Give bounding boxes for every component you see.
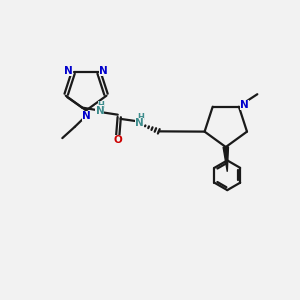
Text: N: N [135,118,144,128]
Text: O: O [113,135,122,145]
Text: N: N [96,106,104,116]
Text: H: H [137,113,144,122]
Text: N: N [64,66,73,76]
Polygon shape [223,147,229,172]
Text: N: N [240,100,249,110]
Text: H: H [98,101,105,110]
Text: N: N [82,111,91,121]
Text: N: N [99,66,108,76]
